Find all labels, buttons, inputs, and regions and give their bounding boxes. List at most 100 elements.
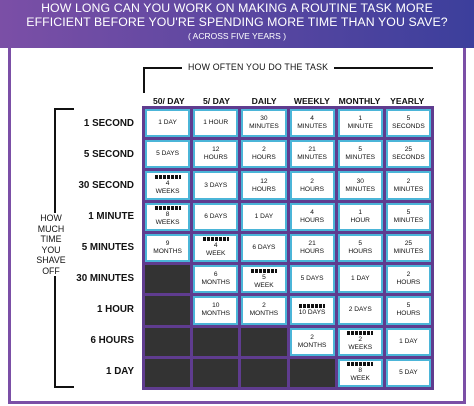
table-cell: 2 HOURS [289, 171, 335, 200]
cell-not-worth-it [145, 327, 191, 356]
cell-text: WEEKS [155, 188, 180, 196]
cell-text: 6 DAYS [252, 243, 276, 251]
cell-text: 30 [260, 115, 268, 123]
title-line-1: HOW LONG CAN YOU WORK ON MAKING A ROUTIN… [41, 1, 433, 15]
table-cell: 4 WEEKS [145, 171, 191, 200]
cell-text: 25 [404, 146, 413, 154]
table-cell: 21 MINUTES [289, 140, 335, 169]
table-cell: 25 SECONDS [385, 140, 431, 169]
table-cell: 1 MINUTE [337, 109, 383, 138]
table-cell: 30 MINUTES [241, 109, 287, 138]
table-cell: 12 HOURS [241, 171, 287, 200]
cell-text: SECONDS [392, 123, 425, 131]
cell-text: 21 [308, 146, 316, 154]
table-cell: 1 DAY [337, 265, 383, 294]
rows-axis-label-word: OFF [42, 265, 60, 276]
table-cell: 6 DAYS [193, 202, 239, 231]
table-cell: 1 HOUR [193, 109, 239, 138]
cell-text: HOURS [252, 154, 276, 162]
table-cell: 5 DAYS [145, 140, 191, 169]
cell-text: WEEK [206, 250, 226, 258]
cell-text: 1 DAY [350, 275, 370, 283]
cell-text: 6 DAYS [204, 212, 228, 220]
cell-text: HOURS [396, 310, 421, 318]
subtitle: ( ACROSS FIVE YEARS ) [187, 31, 287, 41]
rows-axis-label-word: YOU [41, 244, 61, 255]
calendar-strip-icon [347, 362, 374, 367]
column-header: YEARLY [390, 96, 425, 106]
title-banner: HOW LONG CAN YOU WORK ON MAKING A ROUTIN… [0, 0, 474, 48]
table-cell: 5 MINUTES [337, 140, 383, 169]
cell-text: 9 [165, 239, 170, 247]
cell-text: 2 [310, 333, 314, 341]
columns-title: HOW OFTEN YOU DO THE TASK [182, 62, 335, 72]
cell-text: 4 [213, 242, 218, 250]
cell-text: MINUTE [347, 123, 373, 131]
table-cell: 2 DAYS [337, 296, 383, 325]
cell-text: SECONDS [392, 154, 425, 162]
cell-text: 6 [213, 271, 218, 279]
cell-text: HOURS [203, 154, 228, 162]
table-cell: 9 MONTHS [145, 233, 191, 263]
time-table-grid: 1 DAY 1 HOUR 30 MINUTES 4 MINUTES 1 MINUTE 5 SECO… [142, 106, 434, 390]
cell-text: 10 [212, 302, 220, 310]
cell-text: 25 [404, 239, 413, 247]
cell-text: 12 [260, 177, 268, 185]
rows-axis-label: HOW MUCH TIME YOU SHAVE OFF [30, 213, 72, 276]
cell-not-worth-it [241, 327, 287, 356]
table-cell: 3 DAYS [193, 171, 239, 200]
cell-not-worth-it [193, 358, 239, 387]
table-cell: 5 SECONDS [385, 109, 431, 138]
cell-text: MINUTES [393, 185, 424, 193]
cell-text: WEEK [350, 375, 370, 383]
table-cell: 10 DAYS [289, 296, 335, 325]
row-header: 30 MINUTES [76, 272, 134, 284]
calendar-strip-icon [347, 331, 374, 336]
cell-text: MINUTES [345, 185, 376, 193]
calendar-strip-icon [299, 303, 326, 308]
cell-text: 1 DAY [254, 212, 274, 220]
table-cell: 5 DAYS [289, 265, 335, 294]
cell-text: 5 DAYS [300, 275, 324, 283]
row-header: 1 MINUTE [88, 211, 134, 223]
cell-text: 4 [165, 180, 170, 188]
cell-not-worth-it [145, 296, 191, 325]
table-cell: 4 MINUTES [289, 109, 335, 138]
table-cell: 8 WEEK [337, 358, 383, 387]
table-cell: 2 MONTHS [289, 327, 335, 356]
table-cell: 1 HOUR [337, 202, 383, 231]
table-cell: 12 HOURS [193, 140, 239, 169]
cell-not-worth-it [145, 265, 191, 294]
cell-text: MINUTES [297, 123, 327, 131]
table-cell: 2 MONTHS [241, 296, 287, 325]
rows-axis-label-word: MUCH [37, 223, 65, 234]
table-cell: 30 MINUTES [337, 171, 383, 200]
cell-text: 5 [406, 115, 411, 123]
cell-not-worth-it [145, 358, 191, 387]
table-cell: 1 DAY [241, 202, 287, 231]
cell-text: 2 [406, 271, 411, 279]
cell-text: 1 DAY [158, 119, 177, 127]
table-cell: 10 MONTHS [193, 296, 239, 325]
cell-text: 2 [310, 177, 314, 185]
cell-text: MINUTES [297, 154, 327, 162]
cell-text: 3 DAYS [204, 181, 228, 189]
cell-text: WEEK [254, 281, 274, 289]
cell-text: MONTHS [297, 341, 327, 349]
cell-text: MINUTES [249, 123, 279, 131]
cell-text: MONTHS [153, 247, 182, 255]
column-header: 50/ DAY [152, 96, 185, 106]
cell-text: 2 DAYS [348, 306, 372, 314]
table-cell: 1 DAY [145, 109, 191, 138]
table-cell: 4 HOURS [289, 202, 335, 231]
cell-text: 5 [406, 302, 411, 310]
rows-axis-label-word: SHAVE [36, 255, 66, 265]
column-header: 5/ DAY [203, 96, 230, 106]
row-header: 1 SECOND [83, 118, 134, 130]
table-cell: 2 HOURS [241, 140, 287, 169]
cell-text: 5 DAY [399, 368, 418, 376]
table-cell: 5 HOURS [337, 233, 383, 263]
table-cell: 4 WEEK [193, 233, 239, 263]
table-cell: 2 HOURS [385, 265, 431, 294]
table-cell: 2 MINUTES [385, 171, 431, 200]
